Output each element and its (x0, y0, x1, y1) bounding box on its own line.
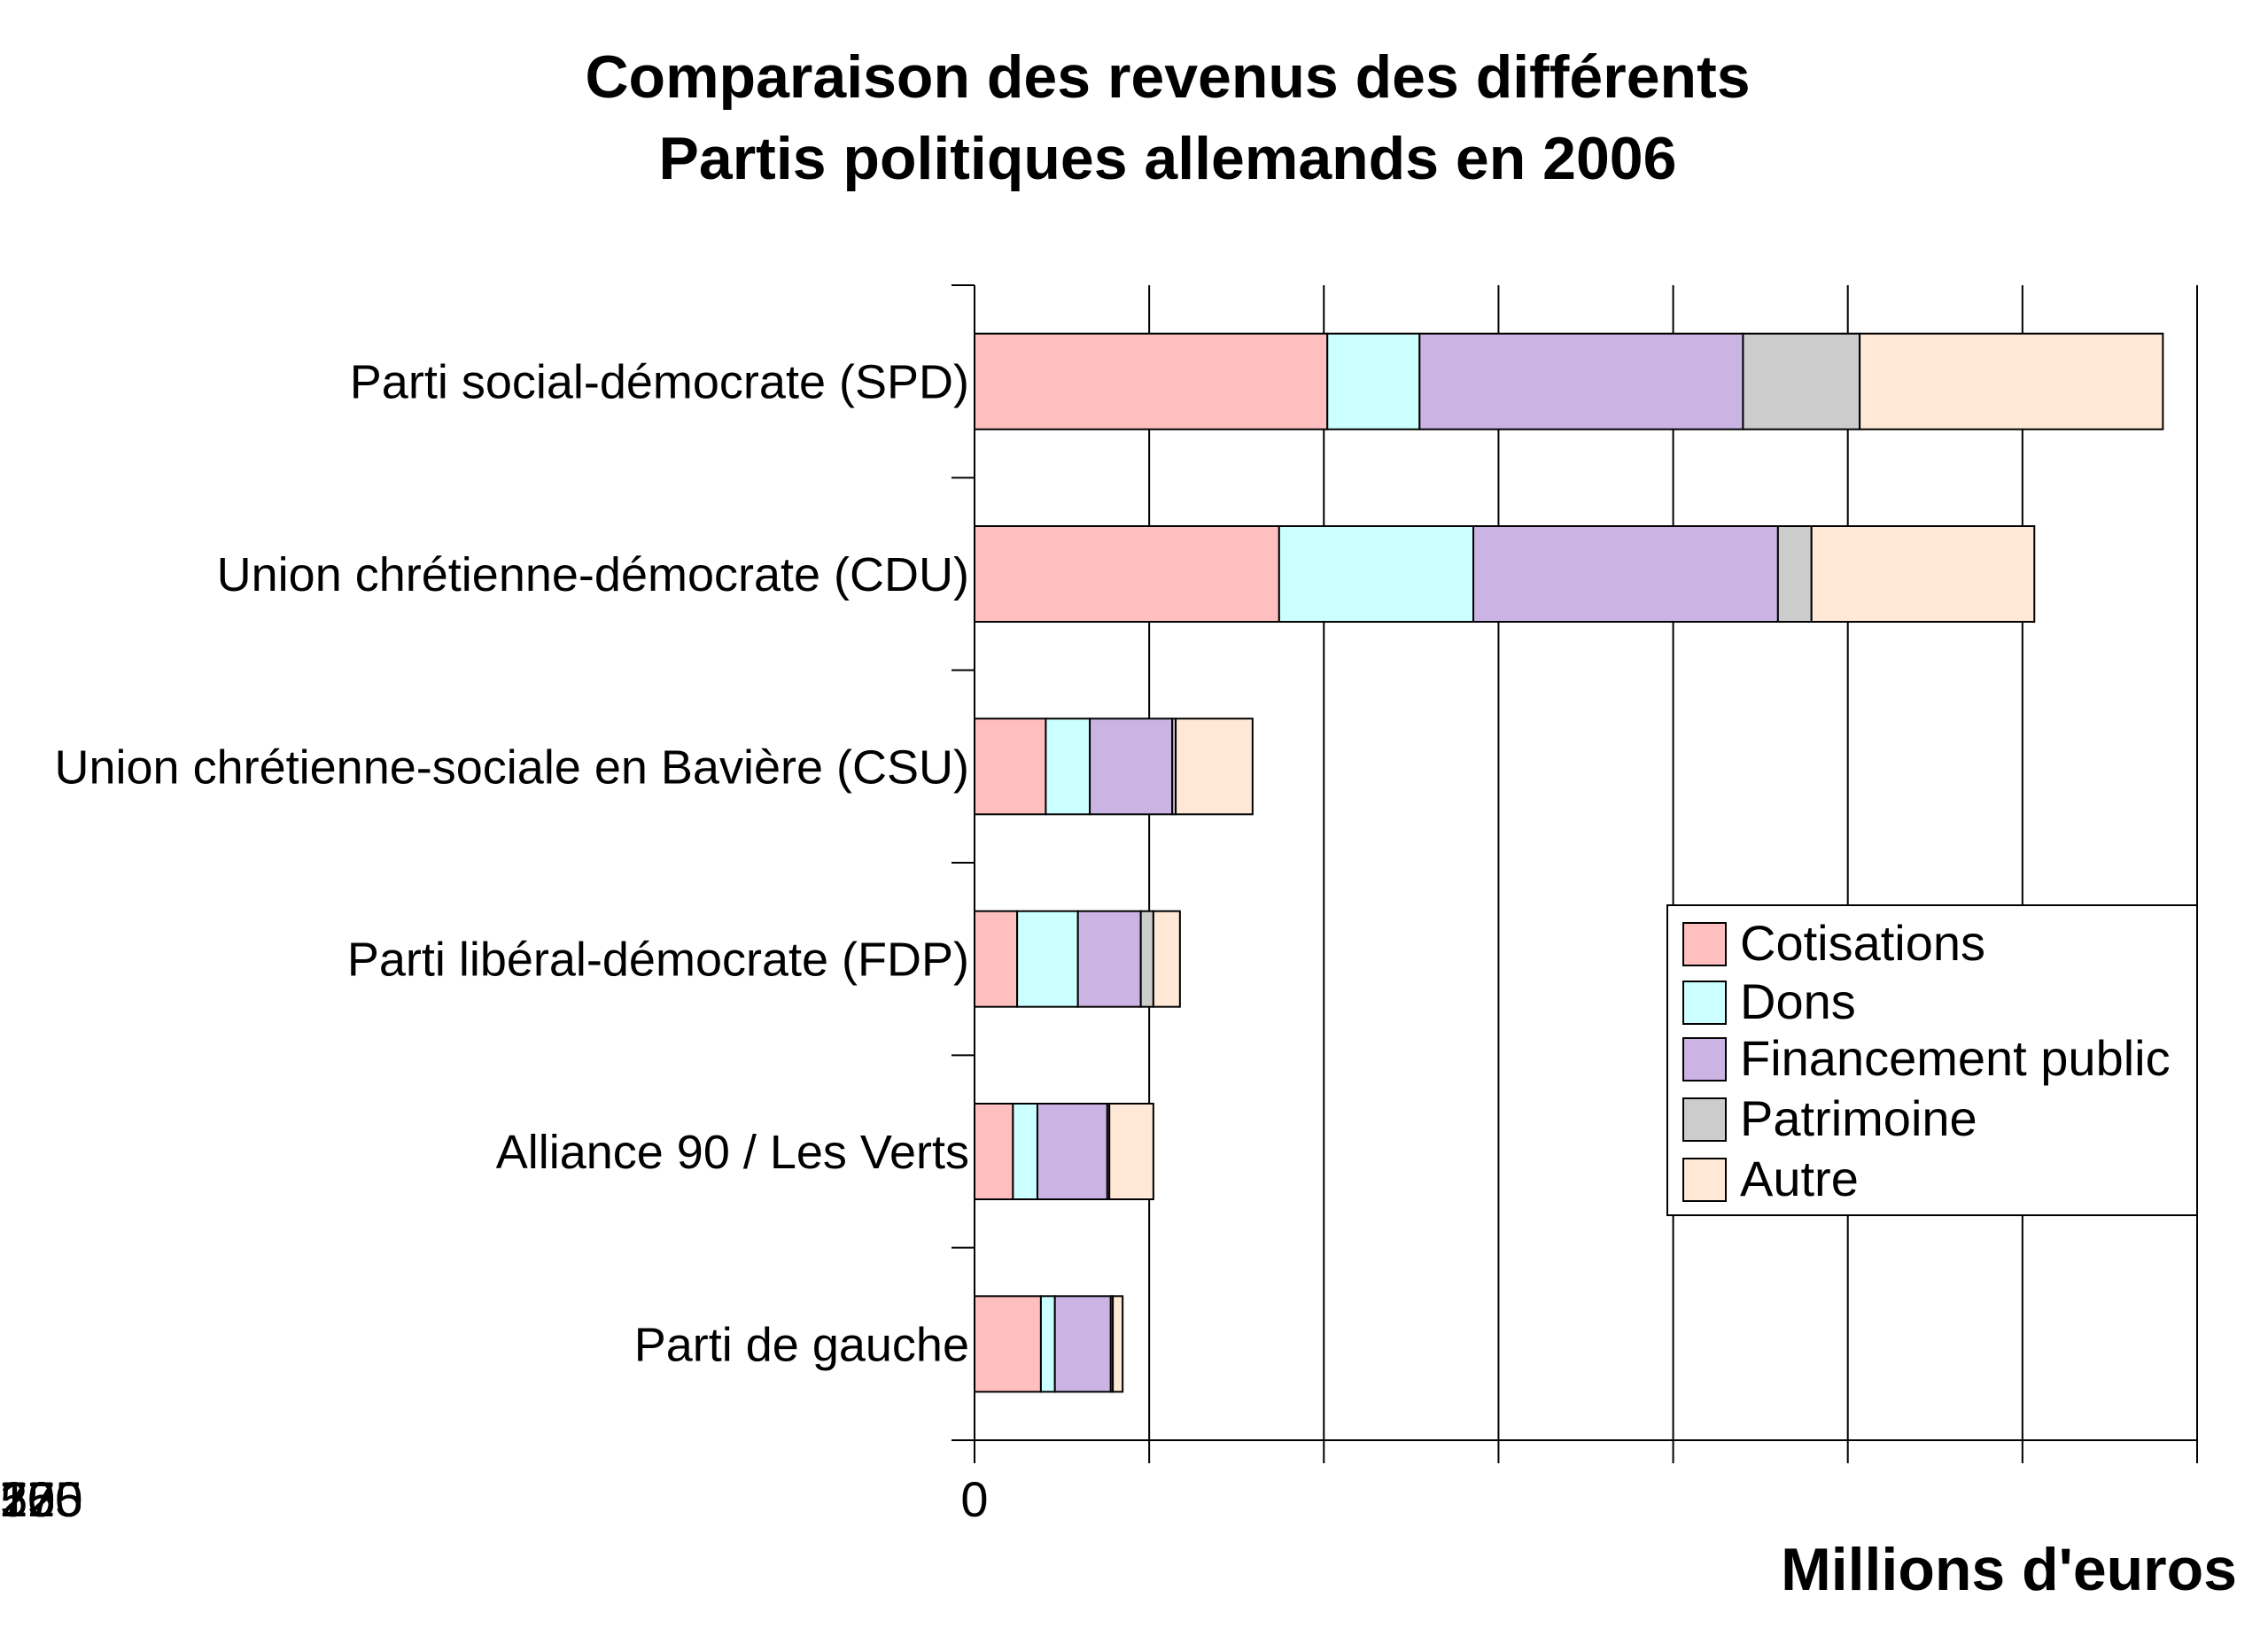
bar-segment-autre (1152, 910, 1181, 1008)
legend-swatch-cotisations (1682, 922, 1727, 966)
bar-segment-autre (1108, 1103, 1154, 1200)
bar-segment-financement-public (1053, 1295, 1112, 1393)
bar-segment-dons (1326, 332, 1421, 430)
bar-segment-cotisations (974, 332, 1329, 430)
bar-segment-dons (1012, 1103, 1038, 1200)
legend-label: Cotisations (1740, 915, 1985, 971)
legend-swatch-financement-public (1682, 1037, 1727, 1081)
bars (974, 332, 2164, 1393)
x-tick-label: 100 (0, 1471, 82, 1527)
bar-segment-dons (1016, 910, 1079, 1008)
bar-segment-financement-public (1036, 1103, 1108, 1200)
bar-segment-financement-public (1418, 332, 1744, 430)
category-label: Parti de gauche (634, 1318, 969, 1371)
axes (951, 284, 2198, 1463)
legend-swatch-patrimoine (1682, 1097, 1727, 1142)
bar-segment-autre (1810, 525, 2036, 623)
bar-segment-autre (1175, 717, 1254, 816)
bar-segment-patrimoine (1776, 525, 1813, 623)
x-tick-label: 50 (0, 1471, 55, 1527)
bar-segment-cotisations (974, 1295, 1042, 1393)
bar-segment-financement-public (1089, 717, 1174, 816)
category-labels: Parti social-démocrate (SPD) Union chréti… (55, 356, 970, 1372)
bar-segment-cotisations (974, 1103, 1014, 1200)
bar-segment-dons (1278, 525, 1475, 623)
legend-swatch-autre (1682, 1158, 1727, 1202)
x-tick-label: 0 (960, 1471, 988, 1527)
bar-segment-dons (1045, 717, 1091, 816)
bar-segment-cotisations (974, 910, 1019, 1008)
legend-label: Patrimoine (1740, 1090, 1977, 1146)
bar-segment-cotisations (974, 525, 1280, 623)
category-label: Union chrétienne-sociale en Bavière (CSU… (55, 740, 970, 794)
legend-label: Dons (1740, 973, 1856, 1029)
x-tick-label: 125 (0, 1471, 82, 1527)
x-tick-label: 175 (0, 1471, 82, 1527)
bar-segment-financement-public (1472, 525, 1779, 623)
x-axis-label: Millions d'euros (1781, 1536, 2237, 1603)
x-tick-label: 150 (0, 1471, 82, 1527)
bar-segment-dons (1039, 1295, 1056, 1393)
legend-swatch-dons (1682, 981, 1727, 1025)
bar-segment-autre (1112, 1295, 1124, 1393)
legend-label: Financement public (1740, 1030, 2171, 1086)
legend-label: Autre (1740, 1151, 1859, 1206)
grid-lines (1148, 285, 2198, 1440)
category-label: Union chrétienne-démocrate (CDU) (217, 548, 969, 601)
chart-title-line-1: Comparaison des revenus des différents (585, 43, 1750, 111)
category-label: Parti libéral-démocrate (FDP) (347, 934, 969, 987)
bar-segment-financement-public (1076, 910, 1142, 1008)
bar-segment-patrimoine (1742, 332, 1861, 430)
legend-box (1666, 904, 2198, 1216)
bar-segment-patrimoine (1139, 910, 1154, 1008)
chart-title-line-2: Partis politiques allemands en 2006 (659, 125, 1677, 192)
x-tick-label: 25 (0, 1471, 55, 1527)
category-label: Parti social-démocrate (SPD) (350, 356, 969, 409)
bar-segment-autre (1859, 332, 2164, 430)
x-tick-label: 75 (0, 1471, 55, 1527)
category-label: Alliance 90 / Les Verts (496, 1126, 969, 1179)
chart-title: Comparaison des revenus des différents P… (585, 43, 1750, 192)
bar-segment-cotisations (974, 717, 1047, 816)
